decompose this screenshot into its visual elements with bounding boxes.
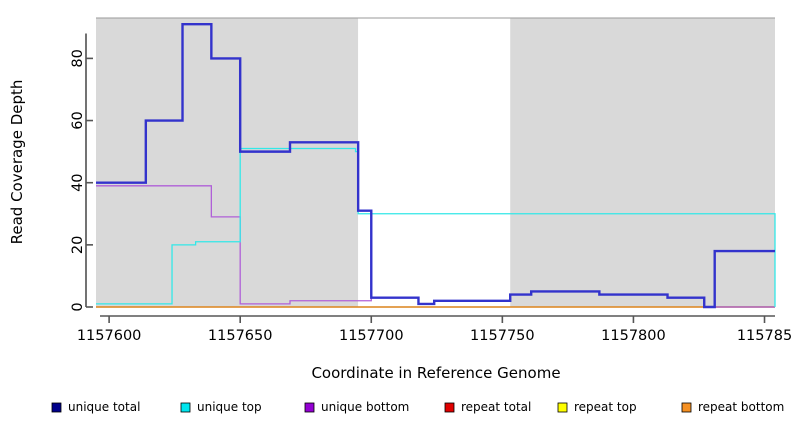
legend-swatch-unique-top (180, 402, 191, 413)
unique-region-right (510, 18, 775, 307)
x-tick-label: 1157800 (601, 328, 666, 344)
series-line-unique-total (96, 23, 775, 309)
gap-region (358, 18, 511, 307)
x-tick-label: 1157650 (208, 328, 273, 344)
legend-label-repeat-bottom: repeat bottom (698, 400, 784, 414)
legend-swatch-repeat-bottom (681, 402, 692, 413)
legend-label-repeat-total: repeat total (461, 400, 531, 414)
y-tick-label: 0 (70, 302, 86, 311)
legend-label-unique-total: unique total (68, 400, 140, 414)
y-tick-label: 80 (70, 49, 86, 67)
legend-label-repeat-top: repeat top (574, 400, 637, 414)
x-tick-label: 115785 (737, 328, 792, 344)
legend-swatch-repeat-total (444, 402, 455, 413)
y-tick-label: 60 (70, 111, 86, 129)
x-tick-label: 1157600 (77, 328, 142, 344)
axes-layer: 0 20 40 60 80 1157600 1157650 1157700 1157750 115… (70, 33, 792, 344)
y-tick-label: 40 (70, 173, 86, 191)
legend-label-unique-top: unique top (197, 400, 262, 414)
y-tick-label: 20 (70, 236, 86, 254)
legend-swatch-repeat-top (557, 402, 568, 413)
legend-swatch-unique-total (51, 402, 62, 413)
x-tick-label: 1157750 (470, 328, 535, 344)
data-series-layer (96, 23, 776, 309)
x-axis-title: Coordinate in Reference Genome (311, 364, 560, 382)
unique-region-left (96, 18, 359, 307)
y-axis-title: Read Coverage Depth (8, 80, 26, 245)
plot-background-regions (96, 18, 775, 307)
legend-label-unique-bottom: unique bottom (321, 400, 409, 414)
chart-legend: unique total unique top unique bottom repea… (51, 400, 784, 414)
x-tick-label: 1157700 (339, 328, 404, 344)
legend-swatch-unique-bottom (304, 402, 315, 413)
